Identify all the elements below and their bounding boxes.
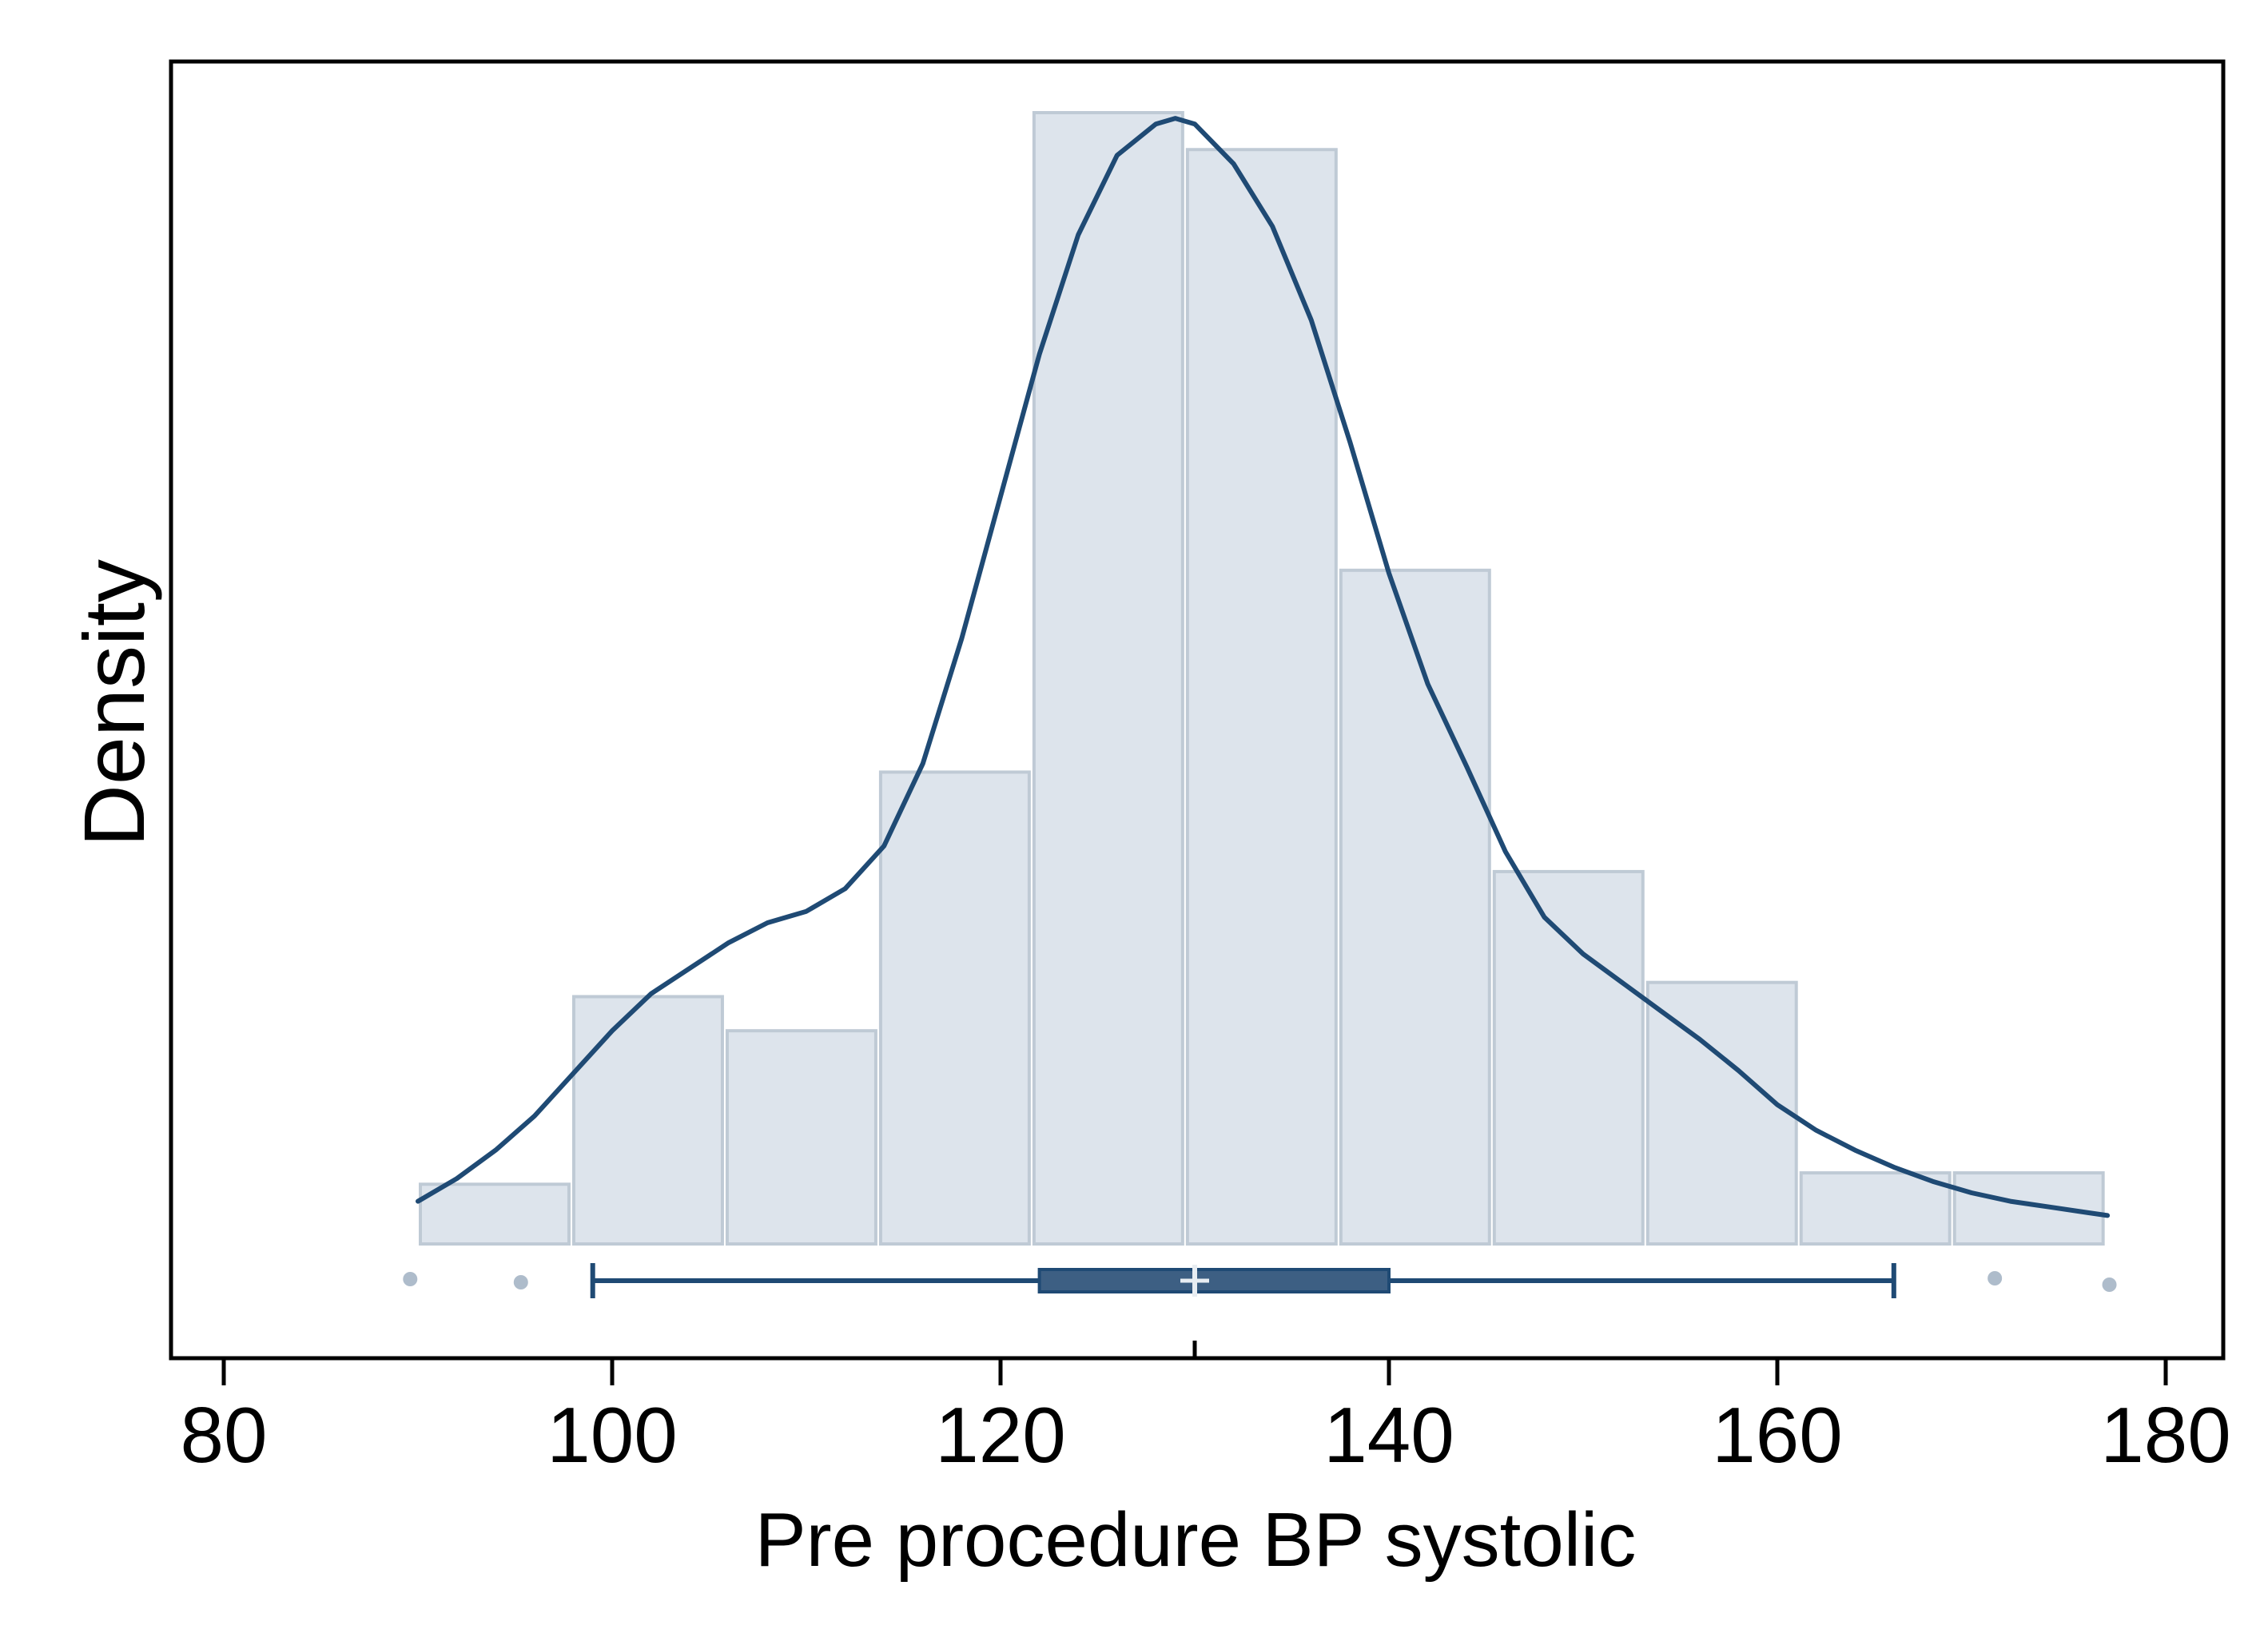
density-curve-layer bbox=[416, 116, 2111, 1218]
plot-frame bbox=[169, 59, 2226, 1361]
histogram-bar bbox=[1952, 1171, 2105, 1246]
outlier-point bbox=[2102, 1277, 2117, 1292]
x-tick-label: 100 bbox=[547, 1391, 678, 1479]
histogram-bar bbox=[1799, 1171, 1952, 1246]
y-axis-label: Density bbox=[66, 559, 162, 847]
iqr-box bbox=[1037, 1268, 1391, 1293]
x-axis: 80 100 120 140 160 180 bbox=[180, 1341, 2231, 1479]
histogram-bar bbox=[878, 770, 1031, 1246]
histogram-bar bbox=[1645, 980, 1798, 1246]
x-tick-label: 160 bbox=[1712, 1391, 1843, 1479]
histogram-bar bbox=[419, 1182, 571, 1246]
histogram-bar bbox=[571, 995, 724, 1246]
histogram-bar bbox=[1492, 869, 1645, 1246]
boxplot bbox=[403, 1263, 2117, 1298]
outlier-point bbox=[513, 1275, 528, 1289]
x-axis-label: Pre procedure BP systolic bbox=[755, 1497, 1637, 1583]
histogram-bar bbox=[1185, 148, 1338, 1246]
histogram-bar bbox=[1032, 111, 1184, 1246]
density-curve bbox=[416, 116, 2111, 1218]
histogram-bar bbox=[1339, 568, 1491, 1246]
outlier-point bbox=[1987, 1271, 2003, 1285]
x-tick-label: 120 bbox=[935, 1391, 1066, 1479]
x-tick-label: 180 bbox=[2100, 1391, 2231, 1479]
histogram-bars bbox=[419, 111, 2105, 1246]
histogram-bar bbox=[725, 1029, 877, 1246]
x-tick-label: 140 bbox=[1323, 1391, 1454, 1479]
x-tick-label: 80 bbox=[180, 1391, 267, 1479]
outlier-point bbox=[403, 1272, 418, 1286]
